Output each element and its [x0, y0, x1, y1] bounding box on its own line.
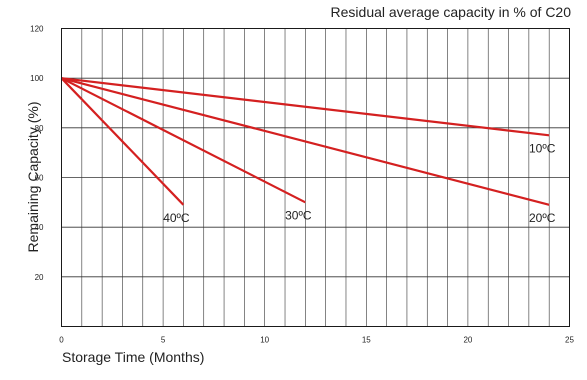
y-tick-label: 120 — [30, 25, 44, 34]
series-line — [61, 77, 550, 206]
series-label: 30ºC — [285, 208, 312, 222]
y-tick-label: 100 — [30, 74, 44, 83]
x-tick-label: 15 — [362, 336, 371, 345]
series-labels: 10ºC 20ºC 30ºC 40ºC — [163, 141, 555, 225]
series-label: 10ºC — [529, 141, 556, 155]
chart-title: Residual average capacity in % of C20 — [331, 4, 572, 20]
series-label: 40ºC — [163, 211, 190, 225]
x-tick-label: 10 — [260, 336, 269, 345]
plot-border — [61, 28, 570, 327]
x-tick-label: 25 — [565, 336, 574, 345]
y-tick-label: 60 — [35, 174, 44, 183]
x-tick-labels: 0 5 10 15 20 25 — [59, 336, 574, 345]
x-tick-label: 0 — [59, 336, 64, 345]
y-tick-label: 20 — [35, 273, 44, 282]
x-tick-label: 5 — [161, 336, 166, 345]
series-lines — [60, 77, 550, 206]
grid — [61, 28, 570, 327]
y-tick-labels: 20 40 60 80 100 120 — [30, 25, 44, 282]
series-line — [61, 77, 550, 137]
y-tick-label: 80 — [35, 124, 44, 133]
y-tick-label: 40 — [35, 223, 44, 232]
x-tick-label: 20 — [463, 336, 472, 345]
x-axis-label: Storage Time (Months) — [62, 349, 204, 365]
y-axis-label: Remaining Capacity (%) — [25, 102, 41, 253]
series-line — [60, 77, 185, 206]
series-line — [61, 77, 306, 204]
series-label: 20ºC — [529, 211, 556, 225]
